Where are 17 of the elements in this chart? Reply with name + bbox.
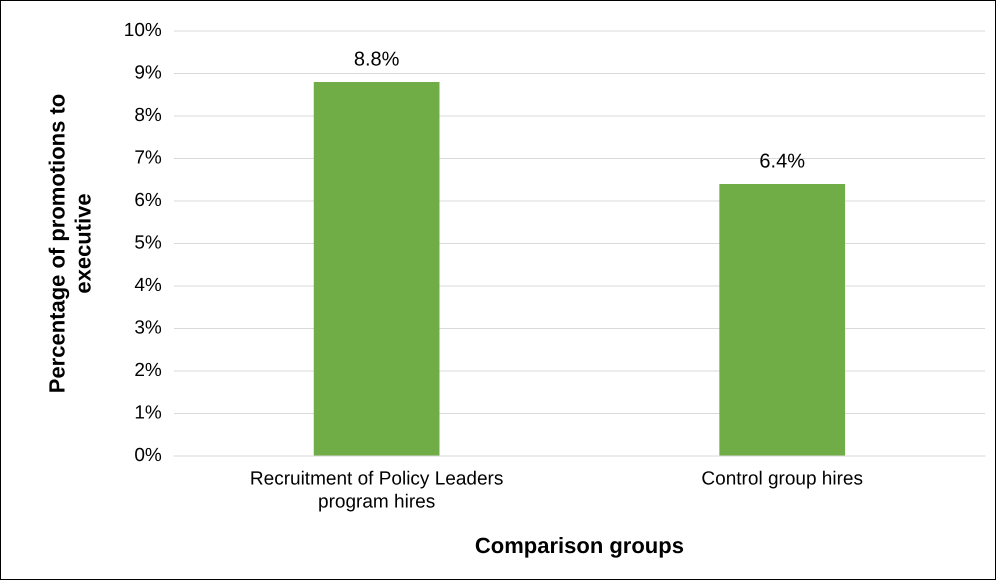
y-tick-label: 8%	[134, 105, 162, 126]
data-label: 8.8%	[354, 48, 400, 71]
data-label: 6.4%	[759, 150, 806, 173]
y-tick-label: 6%	[134, 190, 162, 212]
y-tick-label: 0%	[134, 445, 162, 466]
y-tick-label: 10%	[124, 20, 162, 42]
x-axis-title: Comparison groups	[474, 532, 684, 558]
y-tick-label: 7%	[134, 148, 162, 169]
y-tick-label: 9%	[134, 62, 162, 84]
y-tick-label: 2%	[134, 360, 162, 382]
x-tick-label: Control group hires	[701, 468, 864, 490]
y-tick-label: 3%	[134, 318, 162, 339]
y-tick-label: 5%	[134, 232, 162, 254]
y-axis-title: Percentage of promotions to executive	[44, 94, 96, 394]
x-tick-label: Recruitment of Policy Leaders program hires	[250, 468, 504, 512]
y-tick-label: 1%	[134, 402, 162, 424]
y-tick-label: 4%	[134, 275, 162, 296]
